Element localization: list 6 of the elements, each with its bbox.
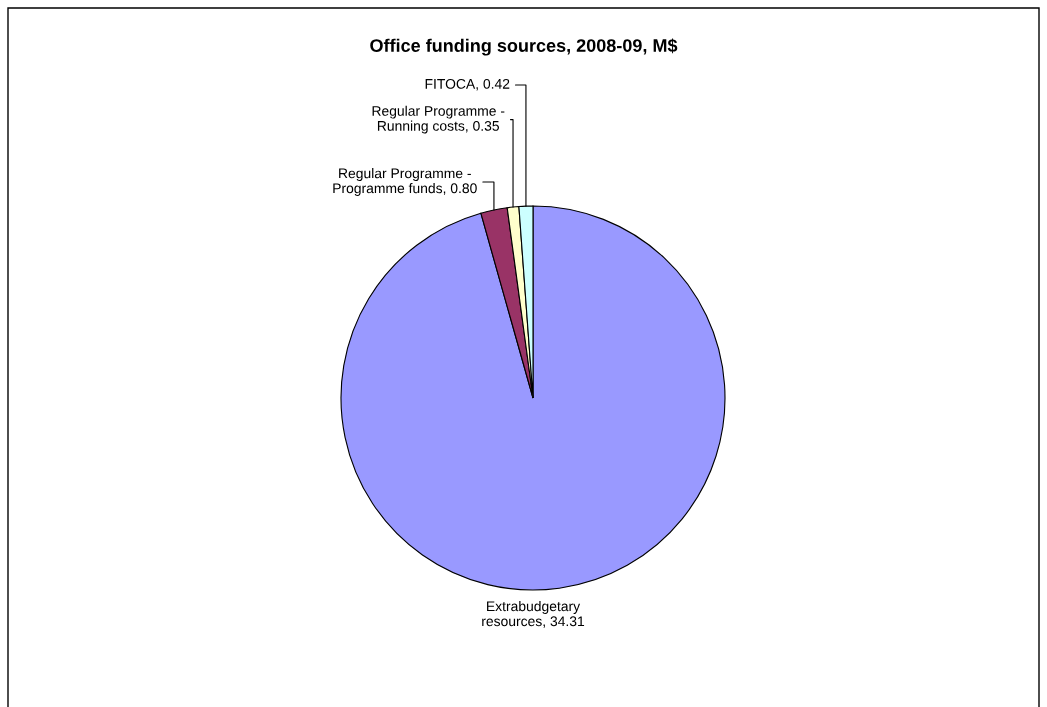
- slice-label: Extrabudgetary resources, 34.31: [482, 601, 585, 628]
- slice-label: Regular Programme - Programme funds, 0.80: [333, 168, 477, 196]
- pie-slice: [340, 205, 726, 591]
- slice-label: Regular Programme - Running costs, 0.35: [372, 105, 505, 134]
- chart-title: Office funding sources, 2008-09, M$: [370, 38, 678, 56]
- slice-label: FITOCA, 0.42: [425, 78, 510, 91]
